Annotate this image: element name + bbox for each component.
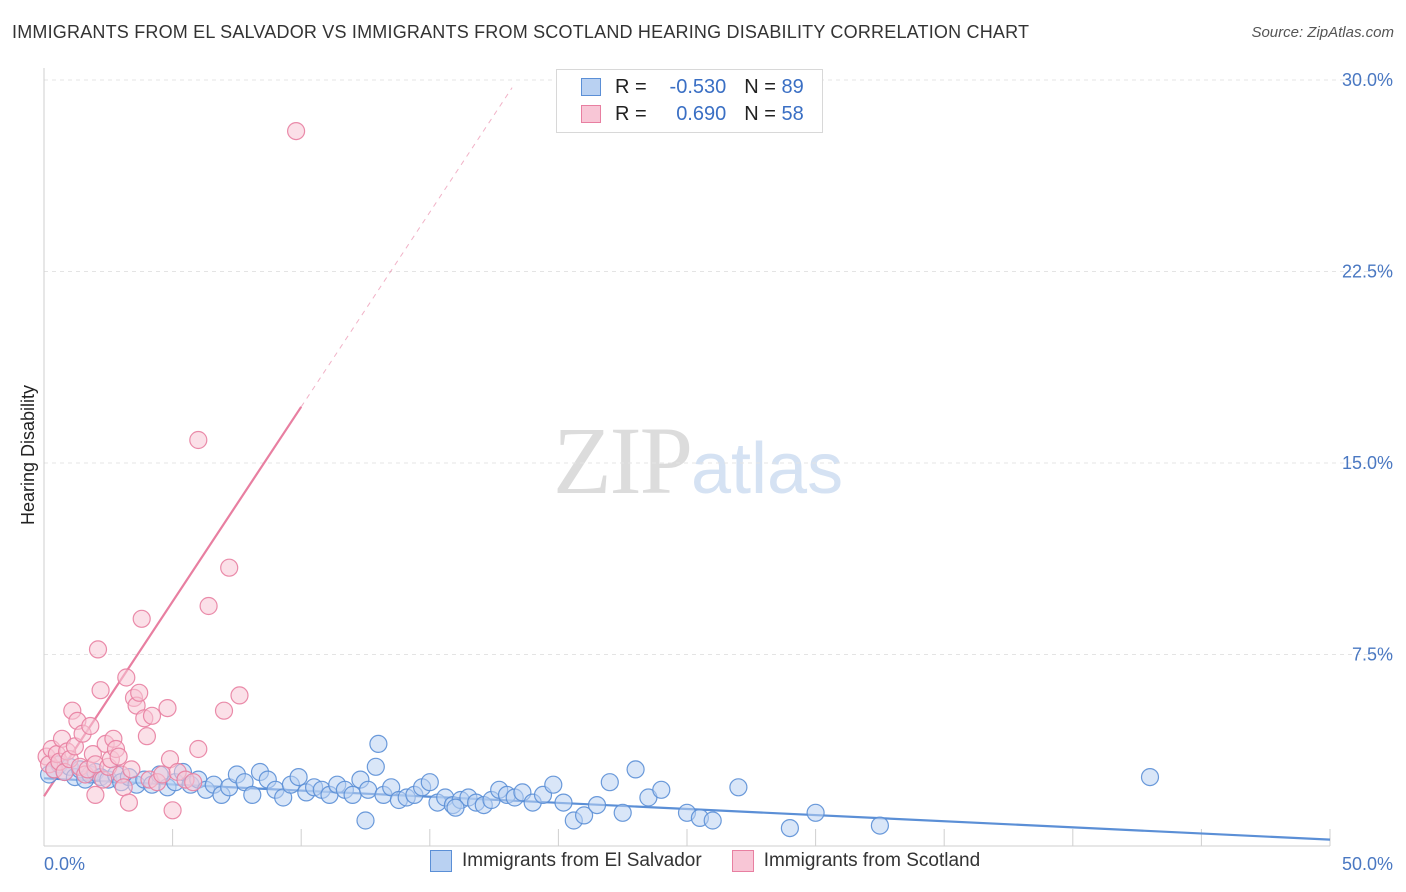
el-salvador-point <box>544 775 563 794</box>
series-legend-scotland: Immigrants from Scotland <box>731 850 981 872</box>
axes <box>43 68 1331 847</box>
el-salvador-point <box>613 803 632 822</box>
scotland-point <box>189 739 208 759</box>
legend-r-label: R = <box>615 75 647 98</box>
scotland-point <box>130 683 149 702</box>
scotland-point <box>137 727 156 746</box>
series-label-scotland: Immigrants from Scotland <box>763 850 981 871</box>
el-salvador-point <box>587 795 607 815</box>
scotland-point <box>109 747 128 766</box>
data-points <box>37 122 1160 838</box>
series-label-el-salvador: Immigrants from El Salvador <box>462 850 702 871</box>
scotland-point <box>220 558 239 577</box>
el-salvador-point <box>1140 767 1160 787</box>
legend-n-value: 89 <box>781 75 804 98</box>
scotland-point <box>142 706 162 725</box>
scotland-point <box>117 668 136 687</box>
el-salvador-point <box>870 816 890 835</box>
scotland-point <box>153 765 172 784</box>
el-salvador-point <box>626 760 645 779</box>
stats-legend: R = -0.530 N = 89 R = 0.690 N = 58 <box>556 69 823 133</box>
series-legend: Immigrants from El Salvador Immigrants f… <box>430 850 1010 872</box>
scotland-point <box>163 801 182 820</box>
y-tick-label: 7.5% <box>1352 645 1393 665</box>
el-salvador-point <box>420 773 439 792</box>
legend-swatch-blue <box>581 78 601 96</box>
chart-title: IMMIGRANTS FROM EL SALVADOR VS IMMIGRANT… <box>12 22 1030 42</box>
scotland-point <box>132 609 151 628</box>
scotland-point <box>119 793 138 812</box>
legend-row-el-salvador: R = -0.530 N = 89 <box>581 74 804 100</box>
scotland-point <box>189 430 208 450</box>
source-credit: Source: ZipAtlas.com <box>1251 24 1394 41</box>
x-tick-label: 50.0% <box>1342 854 1393 874</box>
scotland-point <box>184 773 203 792</box>
tick-labels: 7.5% 15.0% 22.5% 30.0% 0.0% 50.0% <box>44 70 1393 874</box>
y-axis-label: Hearing Disability <box>18 385 38 525</box>
el-salvador-point <box>243 785 262 805</box>
legend-n-label: N = <box>744 75 776 98</box>
el-salvador-point <box>369 734 388 754</box>
el-salvador-point <box>554 793 573 812</box>
el-salvador-point <box>446 798 465 817</box>
scotland-point <box>199 596 218 616</box>
series-legend-el-salvador: Immigrants from El Salvador <box>430 850 702 872</box>
scotland-point <box>122 760 141 779</box>
y-tick-label: 15.0% <box>1342 453 1393 473</box>
legend-swatch-pink <box>581 105 601 123</box>
el-salvador-point <box>366 757 385 776</box>
watermark-zip: ZIP <box>553 407 693 514</box>
el-salvador-point <box>356 811 375 830</box>
el-salvador-point <box>359 780 378 799</box>
el-salvador-point <box>600 773 619 792</box>
el-salvador-point <box>574 806 594 825</box>
el-salvador-point <box>289 767 308 787</box>
scotland-point <box>287 122 306 141</box>
legend-n-value: 58 <box>781 102 804 125</box>
el-salvador-point <box>343 785 362 805</box>
el-salvador-point <box>703 811 722 830</box>
scotland-point <box>88 640 108 659</box>
series-swatch-blue <box>430 850 452 872</box>
grid-lines <box>44 79 1394 655</box>
el-salvador-point <box>729 778 748 797</box>
y-tick-label: 22.5% <box>1342 262 1393 282</box>
legend-r-value: -0.530 <box>669 75 727 98</box>
scotland-point <box>91 681 110 700</box>
scotland-point <box>158 698 177 718</box>
legend-row-scotland: R = 0.690 N = 58 <box>581 101 804 127</box>
scotland-point <box>81 716 100 736</box>
scotland-point <box>114 778 133 797</box>
trend-line-extension <box>300 87 513 408</box>
series-swatch-pink <box>731 850 754 872</box>
el-salvador-point <box>652 780 671 799</box>
legend-r-label: R = <box>615 102 647 125</box>
trend-lines <box>43 87 1331 841</box>
watermark: ZIPatlas <box>553 405 843 516</box>
el-salvador-point <box>806 803 825 822</box>
legend-r-value: 0.690 <box>676 102 727 125</box>
scotland-point <box>86 785 105 805</box>
scotland-point <box>214 701 234 720</box>
x-tick-label: 0.0% <box>44 854 85 874</box>
watermark-atlas: atlas <box>691 429 844 509</box>
legend-n-label: N = <box>744 102 776 125</box>
el-salvador-point <box>780 818 800 838</box>
y-tick-label: 30.0% <box>1342 70 1393 90</box>
scotland-point <box>230 686 249 705</box>
